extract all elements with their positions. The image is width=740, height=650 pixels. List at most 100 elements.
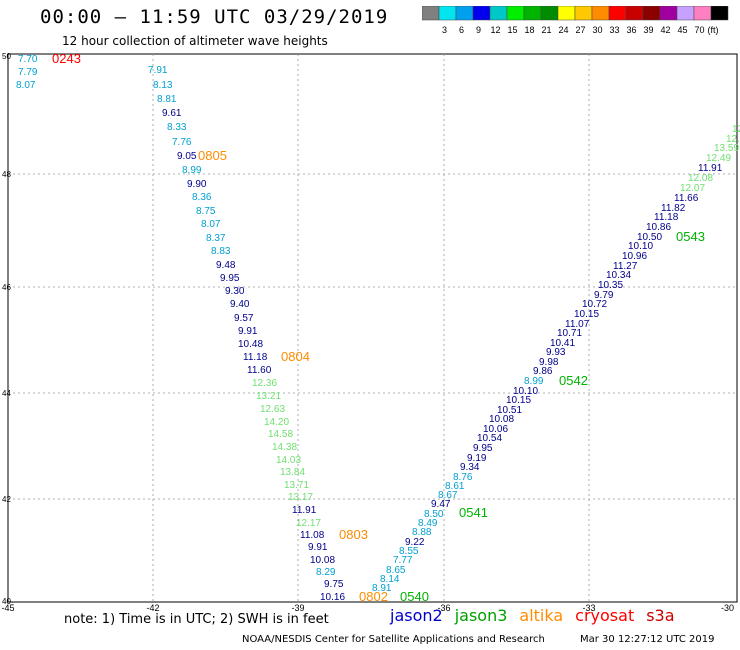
- wave-height-label: 10.71: [557, 328, 582, 339]
- wave-height-label: 9.91: [238, 326, 258, 337]
- lat-tick-label: 44: [2, 389, 11, 398]
- legend-label: 42: [660, 25, 670, 35]
- wave-height-label: 12.17: [296, 518, 321, 529]
- lon-tick-label: -42: [146, 603, 159, 613]
- legend-label: 33: [609, 25, 619, 35]
- mission-jason3: jason3: [454, 606, 508, 625]
- wave-height-label: 11.60: [247, 365, 272, 376]
- wave-height-label: 8.13: [153, 80, 173, 91]
- pass-time-label: 0805: [198, 148, 227, 163]
- wave-height-label: 10.08: [489, 414, 514, 425]
- wave-height-label: 7.77: [393, 555, 413, 566]
- wave-height-label: 13.59: [714, 143, 739, 154]
- wave-height-label: 10.96: [622, 251, 647, 262]
- wave-height-label: 9.22: [405, 537, 425, 548]
- lon-tick-label: -45: [1, 603, 14, 613]
- wave-height-label: 8.81: [157, 94, 177, 105]
- lat-tick-label: 42: [2, 495, 11, 504]
- wave-height-label: 9.95: [473, 443, 493, 454]
- mission-s3a: s3a: [646, 606, 675, 625]
- wave-height-label: 12.49: [706, 153, 731, 164]
- wave-height-label: 8.76: [453, 472, 473, 483]
- legend-label: 15: [507, 25, 517, 35]
- wave-height-label: 9.91: [308, 542, 328, 553]
- footer-timestamp: Mar 30 12:27:12 UTC 2019: [580, 634, 715, 645]
- wave-height-label: 8.07: [201, 219, 221, 230]
- lat-tick-label: 40: [2, 597, 11, 606]
- wave-height-label: 11.91: [292, 505, 317, 516]
- wave-height-label: 11.07: [565, 319, 590, 330]
- wave-height-label: 9.98: [539, 357, 559, 368]
- mission-jason2: jason2: [390, 606, 443, 625]
- legend-label: 70: [694, 25, 704, 35]
- wave-height-label: 10.08: [310, 555, 335, 566]
- wave-height-label: 8.88: [412, 527, 432, 538]
- wave-height-label: 8.14: [380, 574, 400, 585]
- wave-height-label: 9.75: [324, 579, 344, 590]
- wave-height-label: 10.16: [320, 592, 345, 603]
- wave-height-label: 9.05: [177, 151, 197, 162]
- wave-height-label: 11.08: [300, 530, 325, 541]
- pass-time-label: 0803: [339, 527, 368, 542]
- wave-height-label: 7.70: [18, 54, 38, 65]
- lat-tick-label: 46: [2, 283, 11, 292]
- legend-label: 45: [677, 25, 687, 35]
- wave-height-label: 9.93: [546, 347, 566, 358]
- wave-height-label: 9.79: [594, 290, 614, 301]
- wave-height-label: 7.91: [148, 65, 168, 76]
- wave-height-label: 9.40: [230, 299, 250, 310]
- wave-height-label: 10.15: [506, 395, 531, 406]
- lon-tick-label: -39: [291, 603, 304, 613]
- wave-height-label: 11.27: [613, 261, 638, 272]
- wave-height-label: 11.82: [661, 203, 686, 214]
- pass-time-label: 0540: [400, 589, 429, 604]
- legend-swatch: [710, 6, 729, 21]
- pass-time-label: 0541: [459, 505, 488, 520]
- wave-height-label: 10.10: [628, 241, 653, 252]
- legend-label: 24: [558, 25, 568, 35]
- wave-height-label: 14.58: [268, 429, 293, 440]
- wave-height-label: 10.34: [606, 270, 631, 281]
- lon-tick-label: -36: [437, 603, 450, 613]
- legend-label: 12: [490, 25, 500, 35]
- wave-height-label: 8.83: [211, 246, 231, 257]
- wave-height-label: 10.50: [637, 232, 662, 243]
- wave-height-label: 8.33: [167, 122, 187, 133]
- wave-height-label: 8.37: [206, 233, 226, 244]
- wave-height-label: 8.49: [418, 518, 438, 529]
- pass-time-label: 0802: [359, 589, 388, 604]
- page-title: 00:00 — 11:59 UTC 03/29/2019: [40, 6, 389, 28]
- wave-height-label: 11.91: [698, 163, 723, 174]
- mission-legend: jason2 jason3 altika cryosat s3a: [390, 606, 687, 625]
- wave-height-label: 8.99: [182, 165, 202, 176]
- wave-height-label: 8.07: [16, 80, 36, 91]
- wave-height-label: 13.21: [256, 391, 281, 402]
- legend-label: 18: [524, 25, 534, 35]
- page-subtitle: 12 hour collection of altimeter wave hei…: [62, 34, 328, 48]
- wave-height-label: 9.61: [162, 108, 182, 119]
- legend-label: 21: [541, 25, 551, 35]
- wave-height-label: 10.10: [513, 386, 538, 397]
- legend-unit: (ft): [708, 25, 719, 35]
- wave-height-label: 9.47: [431, 499, 451, 510]
- wave-height-label: 11.18: [654, 212, 679, 223]
- wave-height-label: 12.07: [680, 183, 705, 194]
- pass-time-label: 0804: [281, 349, 310, 364]
- legend-label: 9: [476, 25, 481, 35]
- wave-height-label: 11.18: [243, 352, 268, 363]
- wave-height-label: 12.36: [252, 378, 277, 389]
- wave-height-label: 9.95: [220, 273, 240, 284]
- wave-height-label: 8.99: [524, 376, 544, 387]
- footnote: note: 1) Time is in UTC; 2) SWH is in fe…: [64, 612, 329, 627]
- wave-height-label: 8.29: [316, 567, 336, 578]
- legend-label: 27: [575, 25, 585, 35]
- wave-height-label: 13.84: [280, 467, 305, 478]
- wave-height-label: 8.67: [438, 490, 458, 501]
- wave-height-label: 10.15: [574, 309, 599, 320]
- wave-height-label: 12.: [732, 124, 740, 135]
- wave-height-label: 11.66: [674, 193, 699, 204]
- wave-height-label: 13.71: [284, 480, 309, 491]
- wave-height-label: 9.30: [225, 286, 245, 297]
- pass-time-label: 0243: [52, 51, 81, 66]
